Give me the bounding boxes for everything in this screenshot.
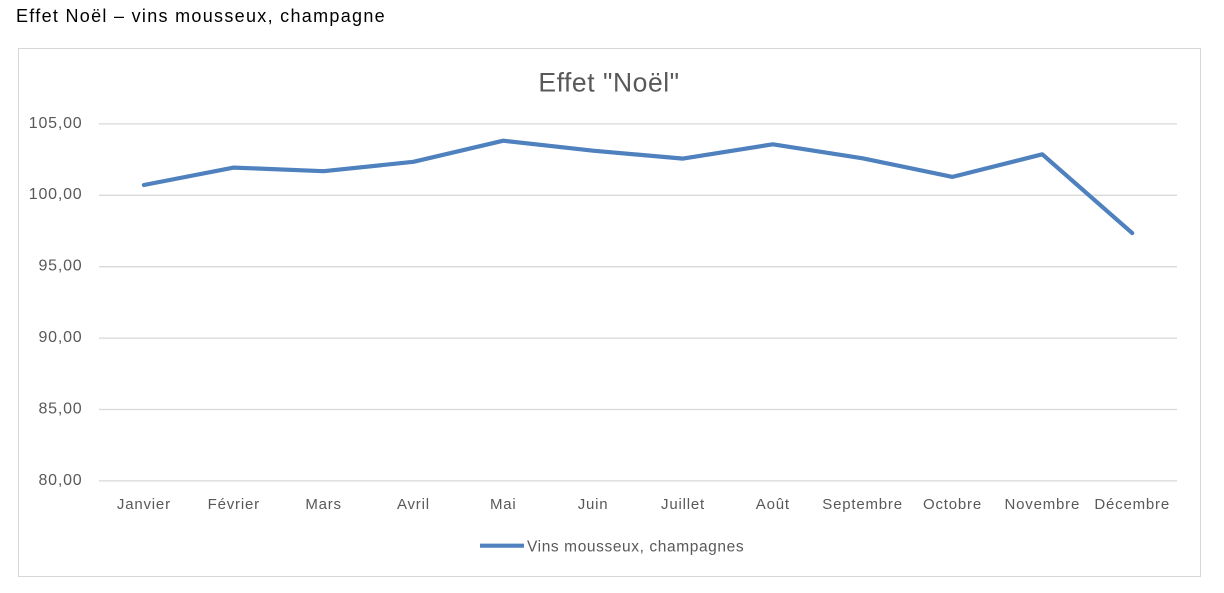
svg-text:Juin: Juin	[578, 496, 609, 513]
svg-text:Vins mousseux, champagnes: Vins mousseux, champagnes	[527, 538, 744, 555]
svg-text:Février: Février	[208, 496, 260, 513]
svg-text:Septembre: Septembre	[822, 496, 903, 513]
svg-text:95,00: 95,00	[38, 258, 82, 275]
svg-text:90,00: 90,00	[38, 329, 82, 346]
svg-text:100,00: 100,00	[29, 186, 83, 203]
svg-text:Novembre: Novembre	[1005, 496, 1081, 513]
svg-text:Août: Août	[756, 496, 790, 513]
svg-text:85,00: 85,00	[38, 400, 82, 417]
svg-text:Avril: Avril	[397, 496, 430, 513]
svg-text:105,00: 105,00	[29, 115, 83, 132]
svg-text:Juillet: Juillet	[661, 496, 705, 513]
svg-text:Effet "Noël": Effet "Noël"	[538, 68, 679, 98]
svg-text:Octobre: Octobre	[923, 496, 982, 513]
svg-text:Mai: Mai	[490, 496, 517, 513]
svg-text:80,00: 80,00	[38, 472, 82, 489]
svg-text:Décembre: Décembre	[1094, 496, 1170, 513]
svg-text:Janvier: Janvier	[117, 496, 171, 513]
svg-text:Mars: Mars	[305, 496, 342, 513]
